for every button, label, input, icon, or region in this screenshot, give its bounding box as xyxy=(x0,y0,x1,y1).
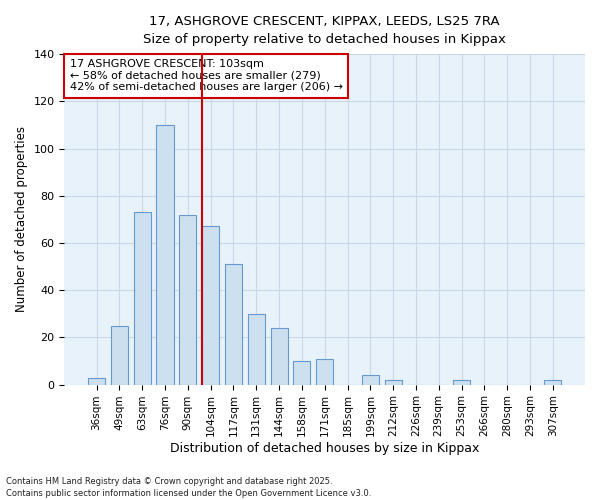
Bar xyxy=(111,326,128,384)
Bar xyxy=(225,264,242,384)
Bar xyxy=(271,328,287,384)
Bar xyxy=(248,314,265,384)
Bar xyxy=(157,125,173,384)
Text: Contains HM Land Registry data © Crown copyright and database right 2025.
Contai: Contains HM Land Registry data © Crown c… xyxy=(6,476,371,498)
Bar xyxy=(202,226,219,384)
Text: 17 ASHGROVE CRESCENT: 103sqm
← 58% of detached houses are smaller (279)
42% of s: 17 ASHGROVE CRESCENT: 103sqm ← 58% of de… xyxy=(70,59,343,92)
Bar xyxy=(179,214,196,384)
Bar xyxy=(453,380,470,384)
Title: 17, ASHGROVE CRESCENT, KIPPAX, LEEDS, LS25 7RA
Size of property relative to deta: 17, ASHGROVE CRESCENT, KIPPAX, LEEDS, LS… xyxy=(143,15,506,46)
X-axis label: Distribution of detached houses by size in Kippax: Distribution of detached houses by size … xyxy=(170,442,479,455)
Bar xyxy=(362,375,379,384)
Bar xyxy=(134,212,151,384)
Bar xyxy=(293,361,310,384)
Bar xyxy=(316,358,333,384)
Bar xyxy=(88,378,105,384)
Bar xyxy=(385,380,401,384)
Bar xyxy=(544,380,562,384)
Y-axis label: Number of detached properties: Number of detached properties xyxy=(15,126,28,312)
